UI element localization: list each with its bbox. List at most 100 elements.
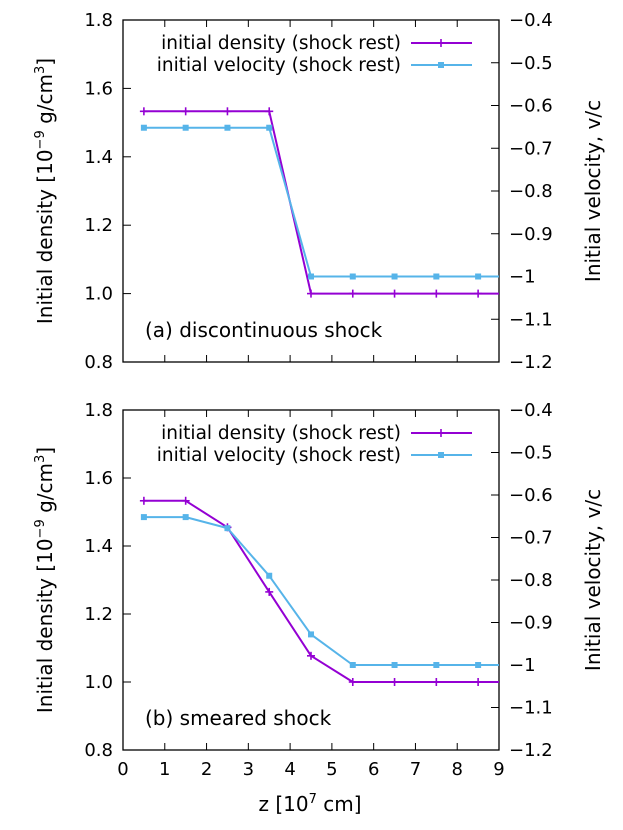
legend-label: initial density (shock rest): [161, 33, 401, 54]
y-left-tick-label: 1.4: [84, 147, 113, 168]
y-right-tick-label: −0.6: [509, 485, 553, 506]
y-right-tick-label: −1.1: [509, 309, 553, 330]
legend-label: initial velocity (shock rest): [157, 55, 401, 76]
y-left-axis-label-part: ]: [33, 58, 57, 66]
velocity-point: [475, 662, 482, 668]
legend-marker: [438, 452, 444, 458]
y-left-tick-label: 1.2: [84, 604, 113, 625]
y-left-tick-label: 0.8: [84, 352, 113, 373]
velocity-point: [475, 273, 482, 280]
y-left-tick-label: 1.8: [84, 10, 113, 31]
density-point: [223, 107, 232, 116]
density-point: [139, 107, 148, 116]
legend-marker: [438, 62, 444, 68]
y-right-axis-label: Initial velocity, v/c: [581, 100, 605, 282]
density-point: [181, 107, 190, 116]
y-right-tick-label: −0.7: [509, 138, 553, 159]
x-tick-label: 8: [451, 759, 462, 780]
y-left-axis-label-part: 3: [33, 66, 48, 74]
x-tick-label: 1: [159, 759, 170, 780]
y-left-axis-label-part: g/cm: [33, 74, 57, 130]
velocity-point: [182, 124, 189, 131]
velocity-point: [433, 662, 440, 668]
legend-marker: [437, 429, 445, 437]
velocity-point: [140, 124, 147, 131]
y-right-tick-label: −1.2: [509, 740, 553, 761]
y-right-axis-label: Initial velocity, v/c: [581, 489, 605, 671]
density-point: [432, 289, 441, 298]
y-right-tick-label: −0.8: [509, 181, 553, 202]
density-point: [265, 587, 274, 596]
y-left-axis-label: Initial density [10−9 g/cm3]: [33, 58, 57, 324]
y-left-tick-label: 1.4: [84, 536, 113, 557]
y-right-tick-label: −0.6: [509, 96, 553, 117]
y-right-tick-label: −0.5: [509, 443, 553, 464]
y-left-axis-label-part: Initial density [10: [33, 149, 57, 324]
y-left-axis-label-part: ]: [33, 447, 57, 455]
y-right-tick-label: −0.9: [509, 224, 553, 245]
density-point: [390, 289, 399, 298]
x-axis-label: z [107 cm]: [258, 792, 361, 816]
x-tick-label: 9: [493, 759, 504, 780]
x-tick-label: 7: [410, 759, 421, 780]
density-point: [139, 496, 148, 505]
y-left-tick-label: 1.2: [84, 215, 113, 236]
velocity-point: [391, 662, 398, 668]
y-right-tick-label: −0.8: [509, 570, 553, 591]
density-point: [307, 651, 315, 660]
legend-label: initial density (shock rest): [161, 423, 401, 444]
series-line-velocity: [143, 516, 499, 666]
density-point: [307, 289, 315, 298]
x-tick-label: 2: [201, 759, 212, 780]
y-left-axis-label-part: −9: [33, 519, 48, 538]
velocity-point: [266, 572, 273, 579]
velocity-point: [224, 124, 231, 131]
legend-marker: [437, 39, 445, 47]
velocity-point: [266, 124, 273, 131]
velocity-point: [308, 631, 314, 638]
y-left-axis-label: Initial density [10−9 g/cm3]: [33, 447, 57, 713]
velocity-point: [308, 273, 314, 280]
series-line-velocity: [143, 126, 499, 278]
y-right-tick-label: −1.2: [509, 352, 553, 373]
y-left-tick-label: 1.6: [84, 468, 113, 489]
panel-label: (b) smeared shock: [145, 706, 332, 730]
y-left-tick-label: 1.0: [84, 284, 113, 305]
panel-b: 0 1 2 3 4 5 6 7 8 9 0.8 1.0 1.2 1.4 1.6 1.8 −1.2 −1.1 −1 −0…: [33, 400, 605, 780]
density-point: [390, 678, 399, 686]
density-point: [474, 678, 483, 686]
velocity-point: [224, 525, 231, 532]
y-left-tick-label: 0.8: [84, 740, 113, 761]
x-tick-label: 3: [243, 759, 254, 780]
y-left-tick-label: 1.8: [84, 400, 113, 421]
y-left-axis-label-part: −9: [33, 130, 48, 149]
density-point: [348, 289, 357, 298]
series-line-density: [143, 110, 499, 295]
y-left-tick-label: 1.0: [84, 672, 113, 693]
y-left-axis-label-part: 3: [33, 455, 48, 463]
density-point: [348, 678, 357, 686]
y-left-axis-label-part: Initial density [10: [33, 538, 57, 713]
x-tick-label: 6: [368, 759, 379, 780]
velocity-point: [349, 662, 356, 668]
velocity-point: [140, 514, 147, 521]
panel-label: (a) discontinuous shock: [145, 318, 383, 342]
y-right-tick-label: −1.1: [509, 698, 553, 719]
y-right-tick-label: −0.4: [509, 10, 553, 31]
velocity-point: [391, 273, 398, 280]
density-point: [265, 107, 274, 116]
density-point: [474, 289, 483, 298]
x-tick-label: 5: [326, 759, 337, 780]
y-left-tick-label: 1.6: [84, 78, 113, 99]
velocity-point: [349, 273, 356, 280]
y-right-tick-label: −1: [509, 655, 536, 676]
y-right-tick-label: −1: [509, 267, 536, 288]
y-right-tick-label: −0.5: [509, 53, 553, 74]
velocity-point: [433, 273, 440, 280]
y-right-tick-label: −0.9: [509, 613, 553, 634]
legend-label: initial velocity (shock rest): [157, 445, 401, 466]
density-point: [432, 678, 441, 686]
velocity-point: [182, 514, 189, 521]
y-right-tick-label: −0.7: [509, 528, 553, 549]
